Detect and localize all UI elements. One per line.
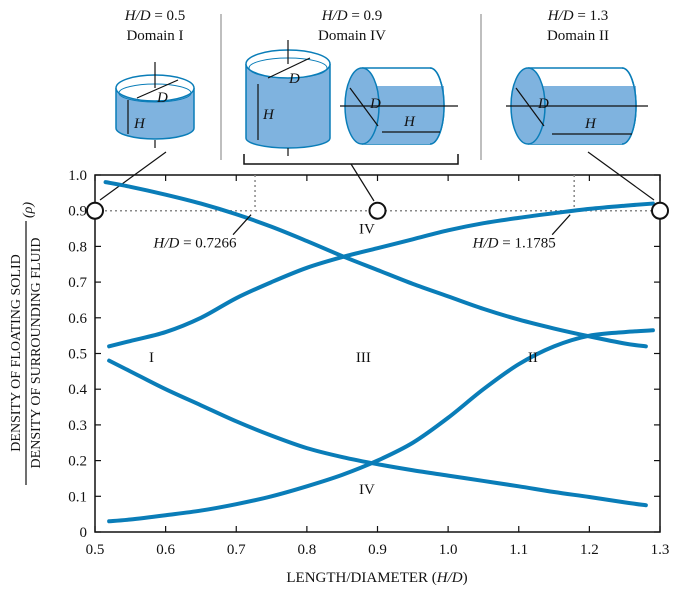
- annotation-label-var: H/D: [153, 236, 180, 252]
- domain-iv-bracket: [243, 154, 459, 165]
- x-tick-label: 0.9: [368, 542, 387, 558]
- x-tick-label: 0.7: [227, 542, 246, 558]
- region-label: I: [149, 350, 154, 366]
- cyl3-diameter-label: D: [369, 96, 381, 112]
- y-axis-title-symbol: (ρ): [21, 202, 36, 218]
- x-axis-title-close: ): [463, 570, 468, 586]
- y-tick-label: 0.4: [68, 382, 87, 398]
- annotation-label-var: H/D: [472, 236, 499, 252]
- marker-circle: [651, 201, 669, 220]
- panel-3-domain: Domain II: [547, 28, 609, 44]
- x-tick-label: 0.8: [298, 542, 317, 558]
- x-tick-label: 0.5: [86, 542, 105, 558]
- y-tick-label: 0.8: [68, 239, 87, 255]
- annotation-label: H/D = 1.1785: [472, 236, 556, 252]
- header-panels: H/D = 0.5 Domain I H/D = 0.9 Domain IV H…: [99, 8, 655, 202]
- y-axis-title-numerator: DENSITY OF FLOATING SOLID: [9, 254, 24, 451]
- x-tick-label: 0.6: [156, 542, 175, 558]
- y-axis-title-denominator: DENSITY OF SURROUNDING FLUID: [29, 238, 44, 469]
- x-axis-title-text: LENGTH/DIAMETER (: [286, 570, 436, 586]
- marker-layer: [86, 201, 669, 220]
- panel-1-ratio-var: H/D: [124, 8, 151, 24]
- x-tick-label: 1.3: [651, 542, 670, 558]
- panel-1-ratio: H/D = 0.5: [124, 8, 186, 24]
- cyl2-height-label: H: [262, 107, 275, 123]
- y-tick-label: 0.3: [68, 418, 87, 434]
- cyl4-diameter-label: D: [537, 96, 549, 112]
- cyl1-diameter-label: D: [156, 90, 168, 106]
- leader-line-domain-i: [99, 151, 167, 201]
- region-label: IV: [359, 222, 375, 238]
- curve-2: [107, 358, 648, 508]
- cylinder-illustration-horizontal-long: D H: [506, 67, 648, 145]
- panel-3-ratio: H/D = 1.3: [547, 8, 609, 24]
- chart: 0.5 0.6 0.7 0.8 0.9 1.0 1.1 1.2 1.3 0 0.1 0.2 0.3 0.4…: [9, 168, 669, 586]
- marker-circle: [368, 201, 387, 220]
- y-tick-label: 0.7: [68, 275, 87, 291]
- curve-1: [103, 180, 648, 349]
- annotation-leader: [232, 214, 252, 236]
- cylinder-illustration-upright-short: D H: [115, 62, 195, 148]
- panel-2-ratio: H/D = 0.9: [321, 8, 383, 24]
- panel-1-ratio-value: = 0.5: [154, 8, 185, 24]
- y-tick-label: 1.0: [68, 168, 87, 184]
- region-label: IV: [359, 482, 375, 498]
- panel-2-ratio-value: = 0.9: [351, 8, 382, 24]
- x-tick-label: 1.1: [509, 542, 528, 558]
- cyl3-height-label: H: [403, 114, 416, 130]
- panel-2-ratio-var: H/D: [321, 8, 348, 24]
- cylinder-illustration-horizontal-medium: D H: [340, 67, 458, 145]
- curve-layer: [103, 180, 655, 524]
- cyl4-height-label: H: [584, 116, 597, 132]
- curve-3: [107, 328, 655, 524]
- plot-frame: [94, 174, 661, 533]
- curve-4: [107, 201, 655, 349]
- panel-2-domain: Domain IV: [318, 28, 386, 44]
- domain-iv-bracket-stem: [350, 163, 375, 202]
- region-label: II: [528, 350, 538, 366]
- y-axis-title: DENSITY OF FLOATING SOLID DENSITY OF SUR…: [9, 202, 44, 485]
- panel-3-ratio-var: H/D: [547, 8, 574, 24]
- cyl2-diameter-label: D: [288, 71, 300, 87]
- y-tick-label: 0.5: [68, 347, 87, 363]
- panel-1-domain: Domain I: [126, 28, 183, 44]
- annotation-label-value: = 1.1785: [499, 236, 556, 252]
- x-tick-label: 1.0: [439, 542, 458, 558]
- x-axis-title-var: H/D: [436, 570, 463, 586]
- y-tick-label: 0.9: [68, 204, 87, 220]
- marker-circle: [86, 201, 104, 220]
- y-tick-label: 0: [80, 525, 88, 541]
- cyl1-height-label: H: [133, 116, 146, 132]
- y-tick-label: 0.1: [68, 489, 87, 505]
- annotation-leader: [551, 214, 571, 236]
- x-tick-label: 1.2: [580, 542, 599, 558]
- region-label: III: [356, 350, 371, 366]
- cylinder-illustration-upright-tall: D H: [245, 40, 331, 156]
- panel-3-ratio-value: = 1.3: [577, 8, 608, 24]
- annotation-label-value: = 0.7266: [179, 236, 237, 252]
- y-tick-label: 0.6: [68, 311, 87, 327]
- tick-layer: 0.5 0.6 0.7 0.8 0.9 1.0 1.1 1.2 1.3 0 0.1 0.2 0.3 0.4…: [68, 168, 669, 558]
- leader-line-domain-ii: [587, 151, 655, 201]
- y-tick-label: 0.2: [68, 454, 87, 470]
- annotation-label: H/D = 0.7266: [153, 236, 238, 252]
- x-axis-title: LENGTH/DIAMETER (H/D): [286, 570, 467, 586]
